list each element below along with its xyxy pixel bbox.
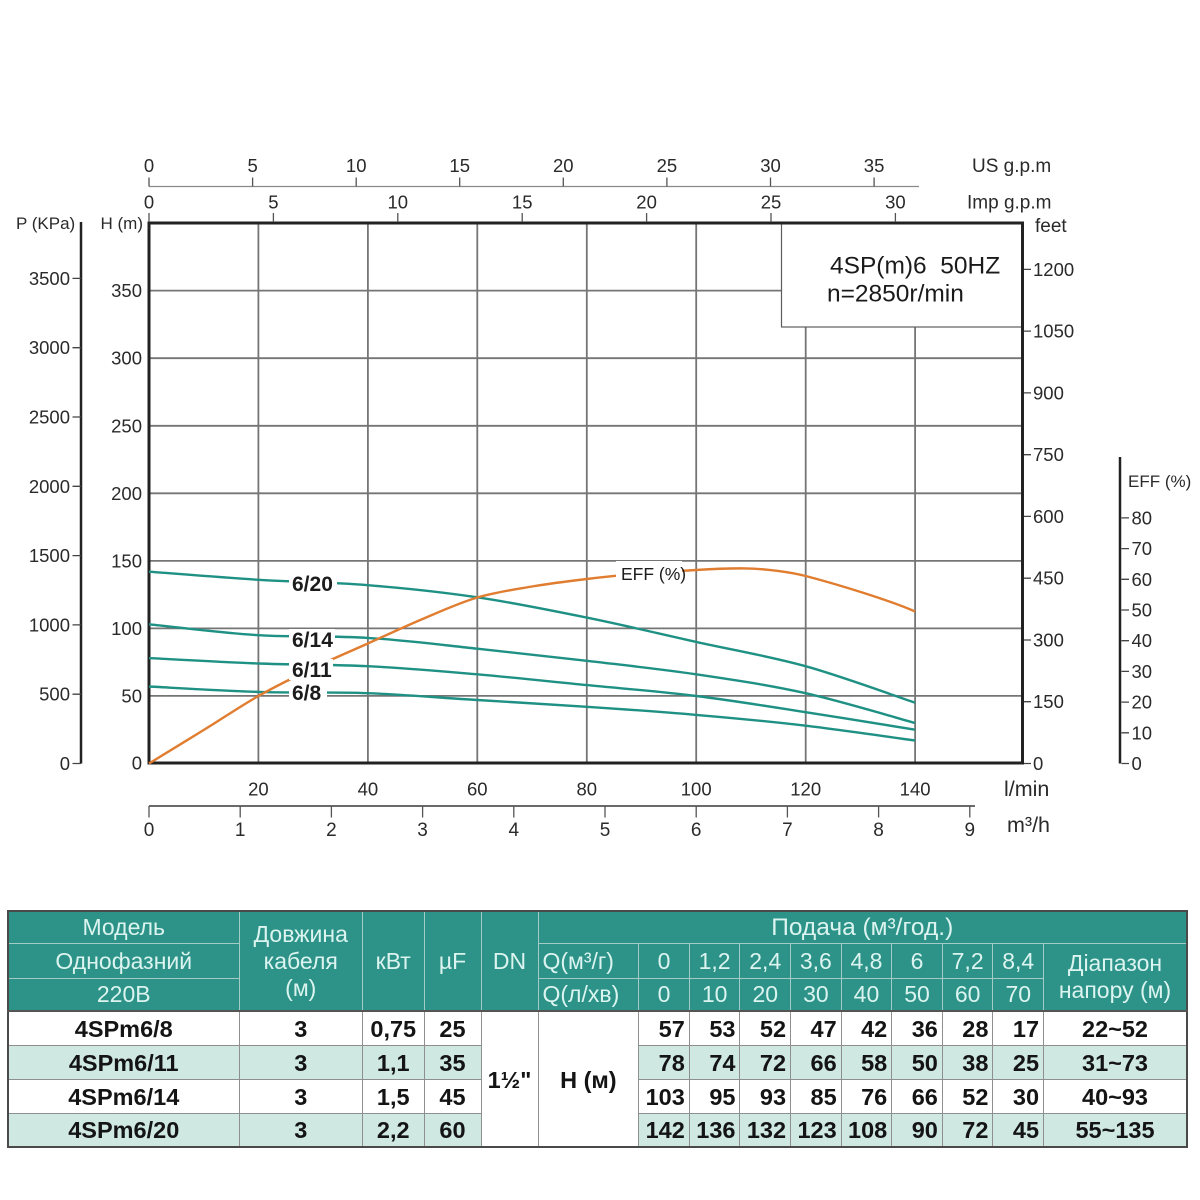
svg-text:35: 35 (864, 155, 885, 176)
svg-text:2: 2 (326, 820, 337, 841)
svg-text:1050: 1050 (1033, 321, 1074, 342)
svg-text:0: 0 (144, 820, 155, 841)
svg-text:0: 0 (1033, 753, 1043, 774)
svg-text:EFF (%): EFF (%) (621, 564, 686, 584)
svg-text:US g.p.m: US g.p.m (972, 156, 1051, 177)
svg-text:20: 20 (553, 155, 574, 176)
svg-text:25: 25 (761, 192, 782, 213)
svg-text:6/8: 6/8 (292, 682, 322, 705)
svg-text:feet: feet (1035, 216, 1067, 237)
svg-text:6/20: 6/20 (292, 573, 333, 596)
svg-text:l/min: l/min (1004, 777, 1049, 801)
svg-text:Imp g.p.m: Imp g.p.m (967, 193, 1051, 214)
svg-text:15: 15 (449, 155, 470, 176)
svg-text:9: 9 (965, 820, 976, 841)
svg-text:40: 40 (358, 779, 379, 800)
svg-text:80: 80 (577, 779, 598, 800)
svg-text:70: 70 (1132, 538, 1153, 559)
svg-text:0: 0 (132, 753, 142, 774)
svg-text:150: 150 (111, 550, 142, 571)
svg-text:150: 150 (1033, 691, 1064, 712)
svg-text:25: 25 (657, 155, 678, 176)
svg-text:3000: 3000 (29, 337, 70, 358)
svg-text:0: 0 (144, 155, 154, 176)
svg-text:0: 0 (144, 192, 154, 213)
svg-text:1000: 1000 (29, 614, 70, 635)
svg-text:n=2850r/min: n=2850r/min (827, 281, 964, 308)
svg-text:140: 140 (900, 779, 931, 800)
svg-text:300: 300 (1033, 630, 1064, 651)
svg-text:1: 1 (235, 820, 246, 841)
svg-text:80: 80 (1132, 507, 1153, 528)
svg-text:m³/h: m³/h (1007, 813, 1050, 837)
svg-text:120: 120 (790, 779, 821, 800)
svg-text:200: 200 (111, 483, 142, 504)
svg-text:5: 5 (268, 192, 278, 213)
svg-text:30: 30 (885, 192, 906, 213)
svg-text:0: 0 (1132, 753, 1142, 774)
svg-text:250: 250 (111, 415, 142, 436)
svg-text:4SP(m)6 50HZ: 4SP(m)6 50HZ (830, 253, 1000, 280)
svg-text:1200: 1200 (1033, 259, 1074, 280)
svg-text:4: 4 (509, 820, 520, 841)
svg-text:20: 20 (1132, 692, 1153, 713)
svg-text:450: 450 (1033, 568, 1064, 589)
svg-text:10: 10 (1132, 722, 1153, 743)
svg-text:2500: 2500 (29, 407, 70, 428)
svg-text:60: 60 (467, 779, 488, 800)
svg-text:20: 20 (248, 779, 269, 800)
svg-text:P (KPa): P (KPa) (16, 214, 75, 233)
svg-text:300: 300 (111, 348, 142, 369)
svg-text:30: 30 (1132, 661, 1153, 682)
svg-text:3500: 3500 (29, 268, 70, 289)
svg-text:500: 500 (39, 684, 70, 705)
svg-text:100: 100 (681, 779, 712, 800)
svg-text:750: 750 (1033, 444, 1064, 465)
svg-text:6/11: 6/11 (292, 659, 332, 682)
svg-text:40: 40 (1132, 630, 1153, 651)
svg-text:EFF (%): EFF (%) (1128, 472, 1191, 491)
svg-text:50: 50 (121, 685, 142, 706)
svg-text:3: 3 (417, 820, 428, 841)
svg-text:6/14: 6/14 (292, 629, 333, 652)
svg-text:0: 0 (60, 753, 70, 774)
svg-text:5: 5 (247, 155, 257, 176)
svg-text:10: 10 (388, 192, 409, 213)
svg-text:5: 5 (600, 820, 611, 841)
svg-text:10: 10 (346, 155, 367, 176)
svg-text:100: 100 (111, 618, 142, 639)
svg-text:20: 20 (636, 192, 657, 213)
svg-text:H (m): H (m) (101, 214, 143, 233)
svg-text:900: 900 (1033, 382, 1064, 403)
svg-text:60: 60 (1132, 569, 1153, 590)
svg-text:350: 350 (111, 280, 142, 301)
svg-text:2000: 2000 (29, 476, 70, 497)
svg-text:15: 15 (512, 192, 533, 213)
svg-text:600: 600 (1033, 506, 1064, 527)
svg-text:1500: 1500 (29, 545, 70, 566)
svg-text:7: 7 (782, 820, 793, 841)
svg-text:8: 8 (873, 820, 884, 841)
svg-text:6: 6 (691, 820, 702, 841)
svg-text:50: 50 (1132, 600, 1153, 621)
svg-text:30: 30 (760, 155, 781, 176)
